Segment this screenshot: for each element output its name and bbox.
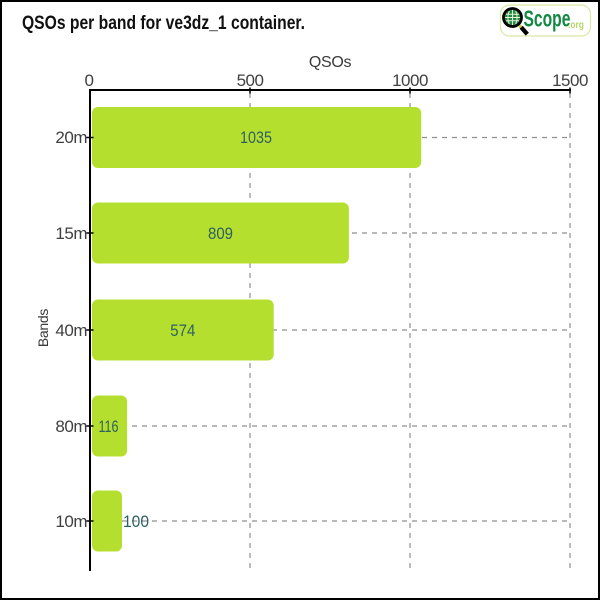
svg-text:1500: 1500 (552, 71, 588, 90)
svg-text:15m: 15m (55, 224, 87, 243)
svg-text:500: 500 (237, 71, 264, 90)
svg-text:80m: 80m (55, 417, 87, 436)
svg-text:116: 116 (99, 417, 119, 436)
svg-text:20m: 20m (55, 128, 87, 147)
svg-text:.org: .org (568, 19, 584, 31)
svg-text:1000: 1000 (392, 71, 428, 90)
svg-text:40m: 40m (55, 321, 87, 340)
svg-text:1035: 1035 (240, 128, 272, 147)
svg-text:QSOs per band for ve3dz_1 cont: QSOs per band for ve3dz_1 container. (22, 13, 305, 34)
svg-text:Bands: Bands (35, 309, 51, 347)
svg-text:10m: 10m (55, 512, 87, 531)
svg-text:100: 100 (123, 512, 149, 531)
svg-text:0: 0 (85, 71, 94, 90)
svg-text:Scope: Scope (524, 7, 571, 33)
svg-text:QSOs: QSOs (309, 54, 352, 71)
svg-text:574: 574 (170, 321, 195, 340)
svg-text:809: 809 (208, 224, 233, 243)
